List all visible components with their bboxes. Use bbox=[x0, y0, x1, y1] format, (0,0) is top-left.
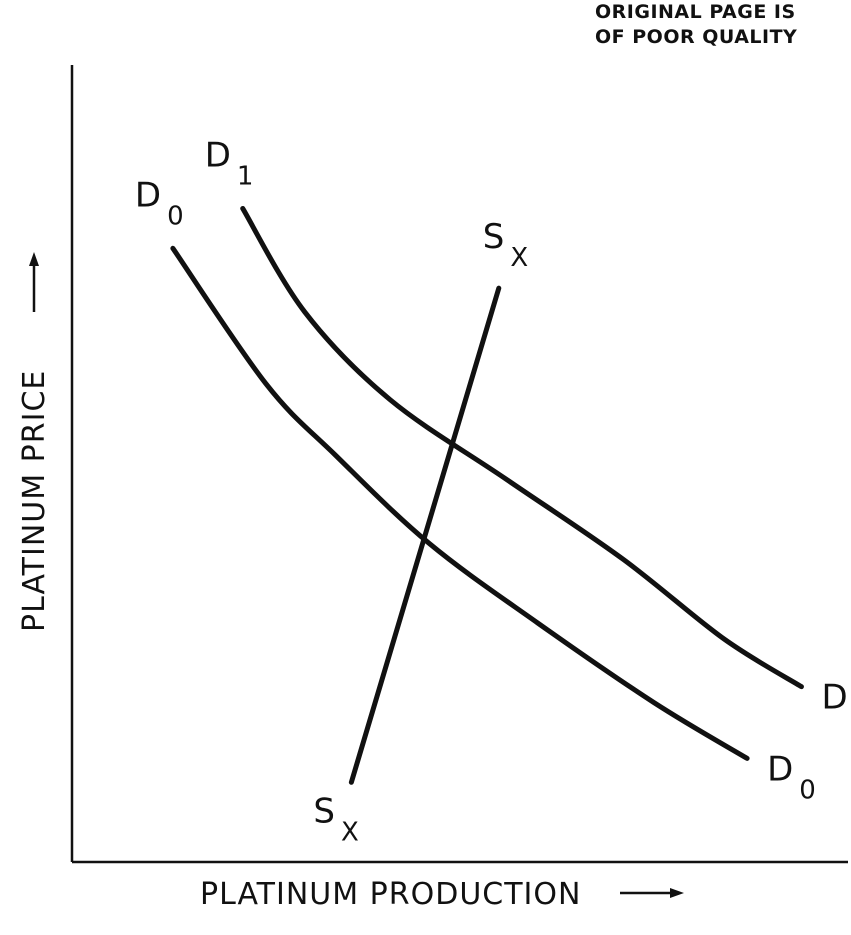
y-axis-title: PLATINUM PRICE bbox=[17, 370, 52, 632]
curve-label-d0-start: D0 bbox=[135, 175, 184, 231]
curve-label-sub-sx-start: X bbox=[341, 817, 359, 847]
axes bbox=[29, 65, 848, 898]
x-axis-title: PLATINUM PRODUCTION bbox=[200, 877, 581, 912]
curve-label-d0-end: D0 bbox=[767, 749, 816, 805]
curve-label-sx-end: SX bbox=[483, 217, 528, 273]
curve-labels: D0D0D1D1SXSX bbox=[135, 135, 851, 847]
curve-sx bbox=[348, 285, 502, 785]
curve-label-sub-sx-end: X bbox=[510, 243, 528, 273]
y-axis-arrowhead bbox=[29, 252, 39, 266]
stamp-line-2: OF POOR QUALITY bbox=[595, 26, 798, 48]
curve-label-d1-end: D1 bbox=[821, 678, 851, 734]
curve-label-sub-d1-start: 1 bbox=[237, 161, 254, 191]
curve-label-sx-start: SX bbox=[313, 791, 358, 847]
curve-label-sub-d0-start: 0 bbox=[167, 201, 184, 231]
stamp-line-1: ORIGINAL PAGE IS bbox=[595, 1, 796, 23]
curve-d0 bbox=[170, 245, 750, 761]
curve-label-sub-d0-end: 0 bbox=[799, 775, 816, 805]
curve-d1 bbox=[240, 205, 804, 690]
curve-label-d1-start: D1 bbox=[205, 135, 254, 191]
x-axis-arrowhead bbox=[670, 888, 684, 898]
quality-stamp: ORIGINAL PAGE IS OF POOR QUALITY bbox=[551, 0, 851, 50]
curves bbox=[170, 205, 804, 785]
